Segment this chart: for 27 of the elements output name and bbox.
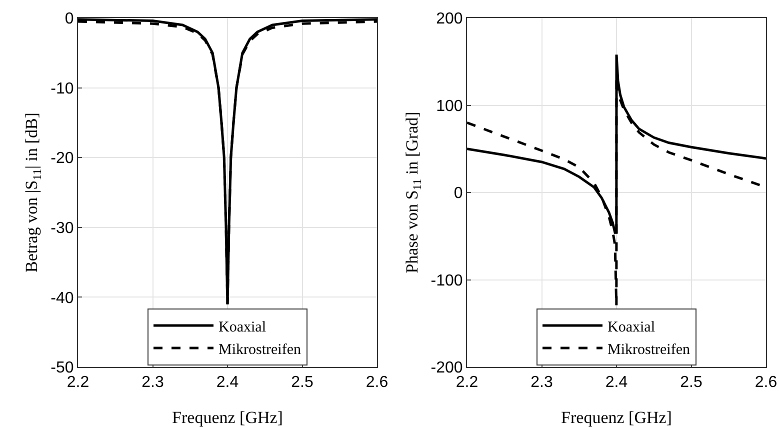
legend-label: Koaxial — [218, 319, 266, 336]
y-tick-label: 200 — [436, 10, 463, 28]
legend-label: Mikrostreifen — [218, 342, 302, 358]
x-tick-label: 2.2 — [66, 374, 90, 392]
y-tick-label: 0 — [454, 185, 463, 202]
x-tick-label: 2.6 — [754, 374, 778, 392]
x-tick-label: 2.4 — [216, 374, 239, 392]
y-tick-label: -10 — [50, 80, 74, 98]
x-tick-label: 2.3 — [142, 374, 164, 392]
x-axis-title: Frequenz [GHz] — [172, 408, 283, 427]
y-tick-label: -100 — [430, 272, 463, 290]
legend-label: Koaxial — [608, 319, 655, 336]
y-tick-label: -20 — [50, 150, 74, 168]
y-tick-label: -40 — [50, 290, 74, 307]
x-tick-label: 2.3 — [530, 374, 553, 392]
y-tick-label: -200 — [430, 360, 463, 377]
x-tick-label: 2.4 — [605, 374, 628, 392]
y-tick-label: -30 — [50, 220, 74, 237]
y-tick-label: 100 — [436, 98, 463, 115]
legend-label: Mikrostreifen — [608, 342, 690, 358]
x-tick-label: 2.5 — [291, 374, 314, 392]
y-tick-label: -50 — [50, 360, 74, 377]
x-tick-label: 2.5 — [680, 374, 702, 392]
x-axis-title: Frequenz [GHz] — [561, 408, 672, 427]
y-tick-label: 0 — [64, 10, 74, 28]
x-tick-label: 2.2 — [456, 374, 478, 392]
x-tick-label: 2.6 — [366, 374, 388, 392]
